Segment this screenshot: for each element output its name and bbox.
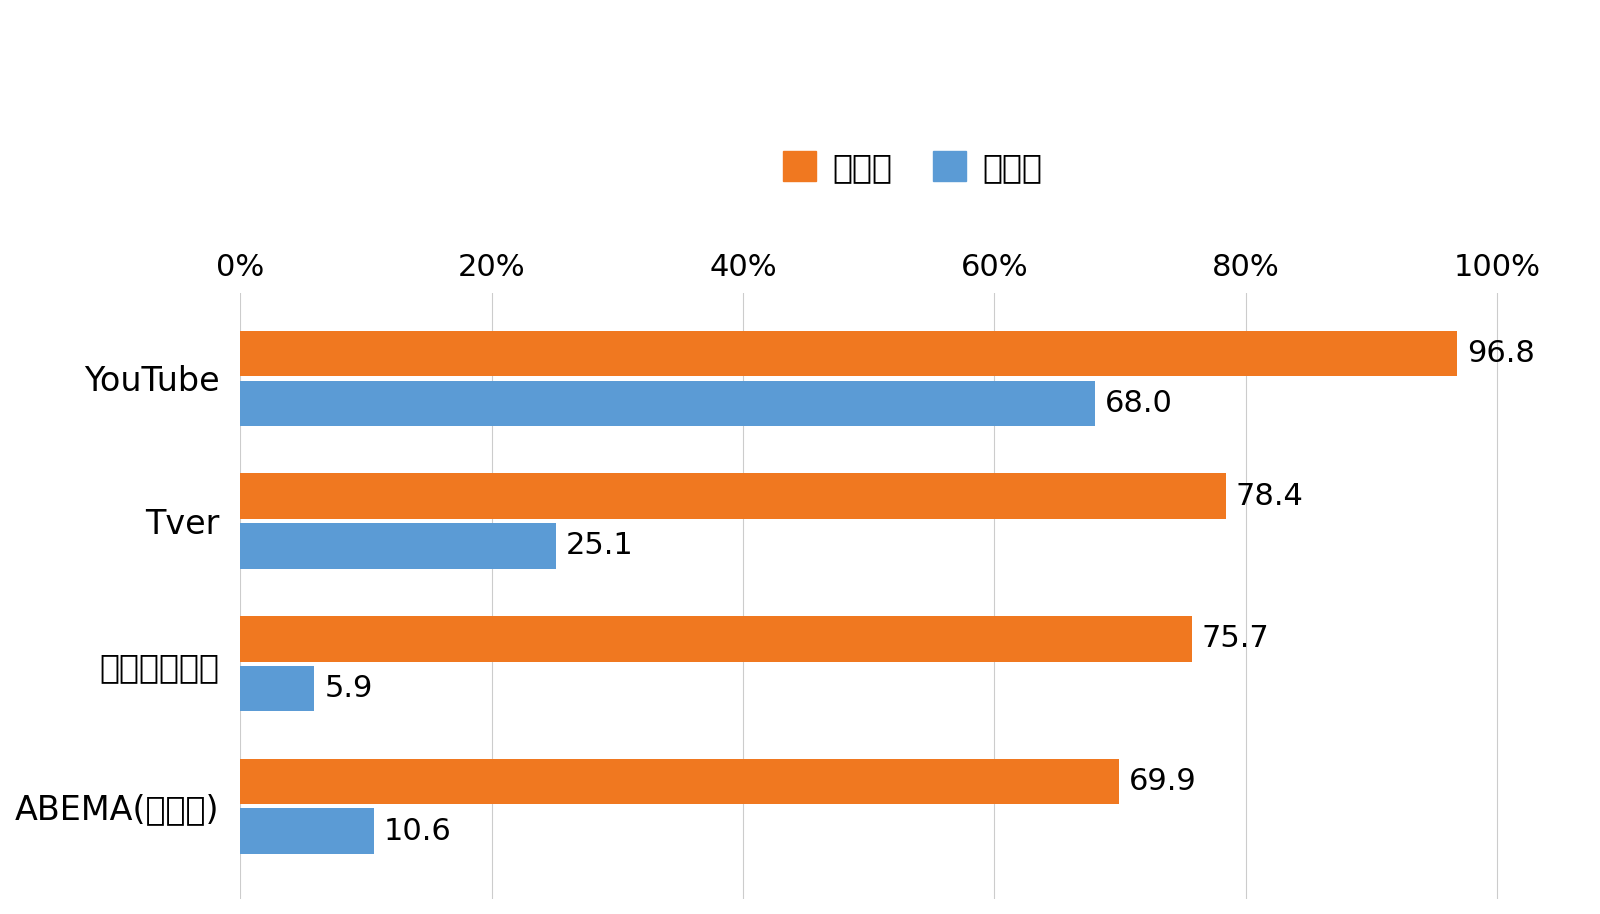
Legend: 認知率, 利用率: 認知率, 利用率 bbox=[770, 137, 1056, 197]
Text: 68.0: 68.0 bbox=[1106, 388, 1173, 418]
Bar bbox=[240, 331, 1458, 377]
Bar bbox=[240, 808, 373, 854]
Bar bbox=[240, 523, 555, 569]
Bar bbox=[240, 616, 1192, 662]
Text: 96.8: 96.8 bbox=[1467, 339, 1534, 368]
Bar bbox=[240, 665, 315, 711]
Bar bbox=[240, 473, 1226, 519]
Text: 78.4: 78.4 bbox=[1235, 482, 1304, 511]
Bar bbox=[240, 380, 1094, 426]
Text: 69.9: 69.9 bbox=[1130, 767, 1197, 796]
Bar bbox=[240, 759, 1118, 804]
Text: 25.1: 25.1 bbox=[566, 532, 634, 560]
Text: 75.7: 75.7 bbox=[1202, 624, 1269, 654]
Text: 5.9: 5.9 bbox=[325, 675, 373, 703]
Text: 10.6: 10.6 bbox=[384, 817, 451, 845]
